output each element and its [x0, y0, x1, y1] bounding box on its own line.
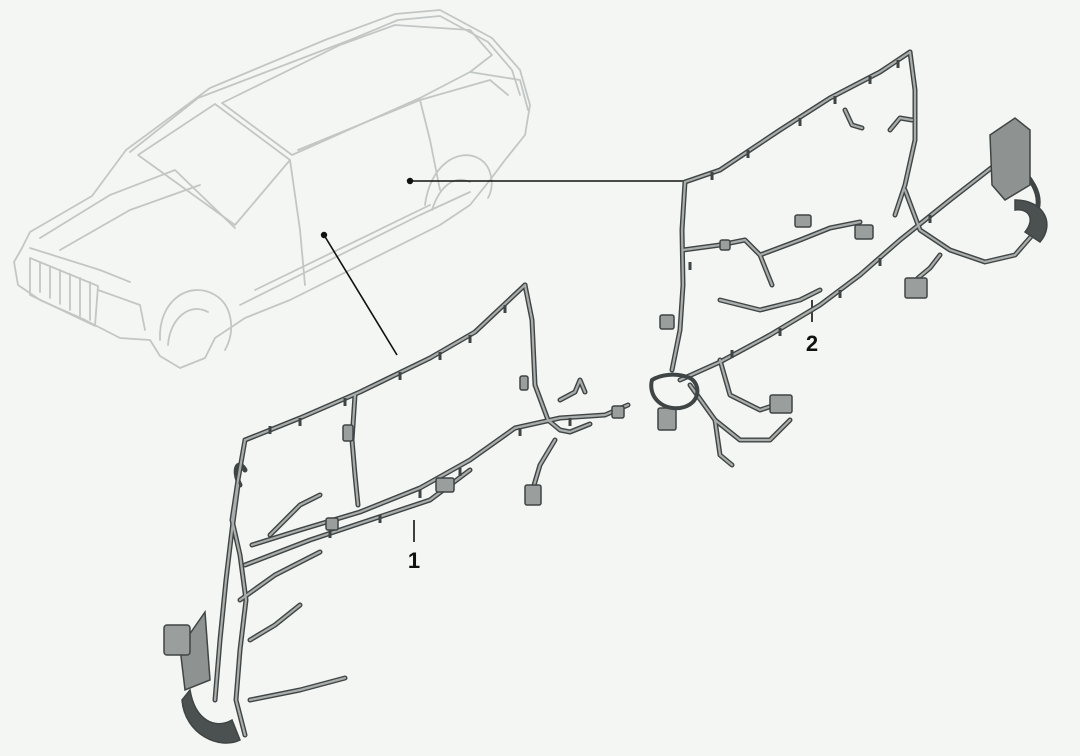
wiring-harness-2: [649, 49, 1048, 468]
leader-line-1: [323, 234, 398, 356]
callout-label-2: 2: [806, 331, 818, 356]
leader-dot-2: [406, 177, 414, 185]
car-outline: [13, 9, 531, 369]
leader-dot-1: [320, 231, 328, 239]
callout-label-1: 1: [408, 548, 420, 573]
wiring-harness-1: [163, 282, 631, 744]
